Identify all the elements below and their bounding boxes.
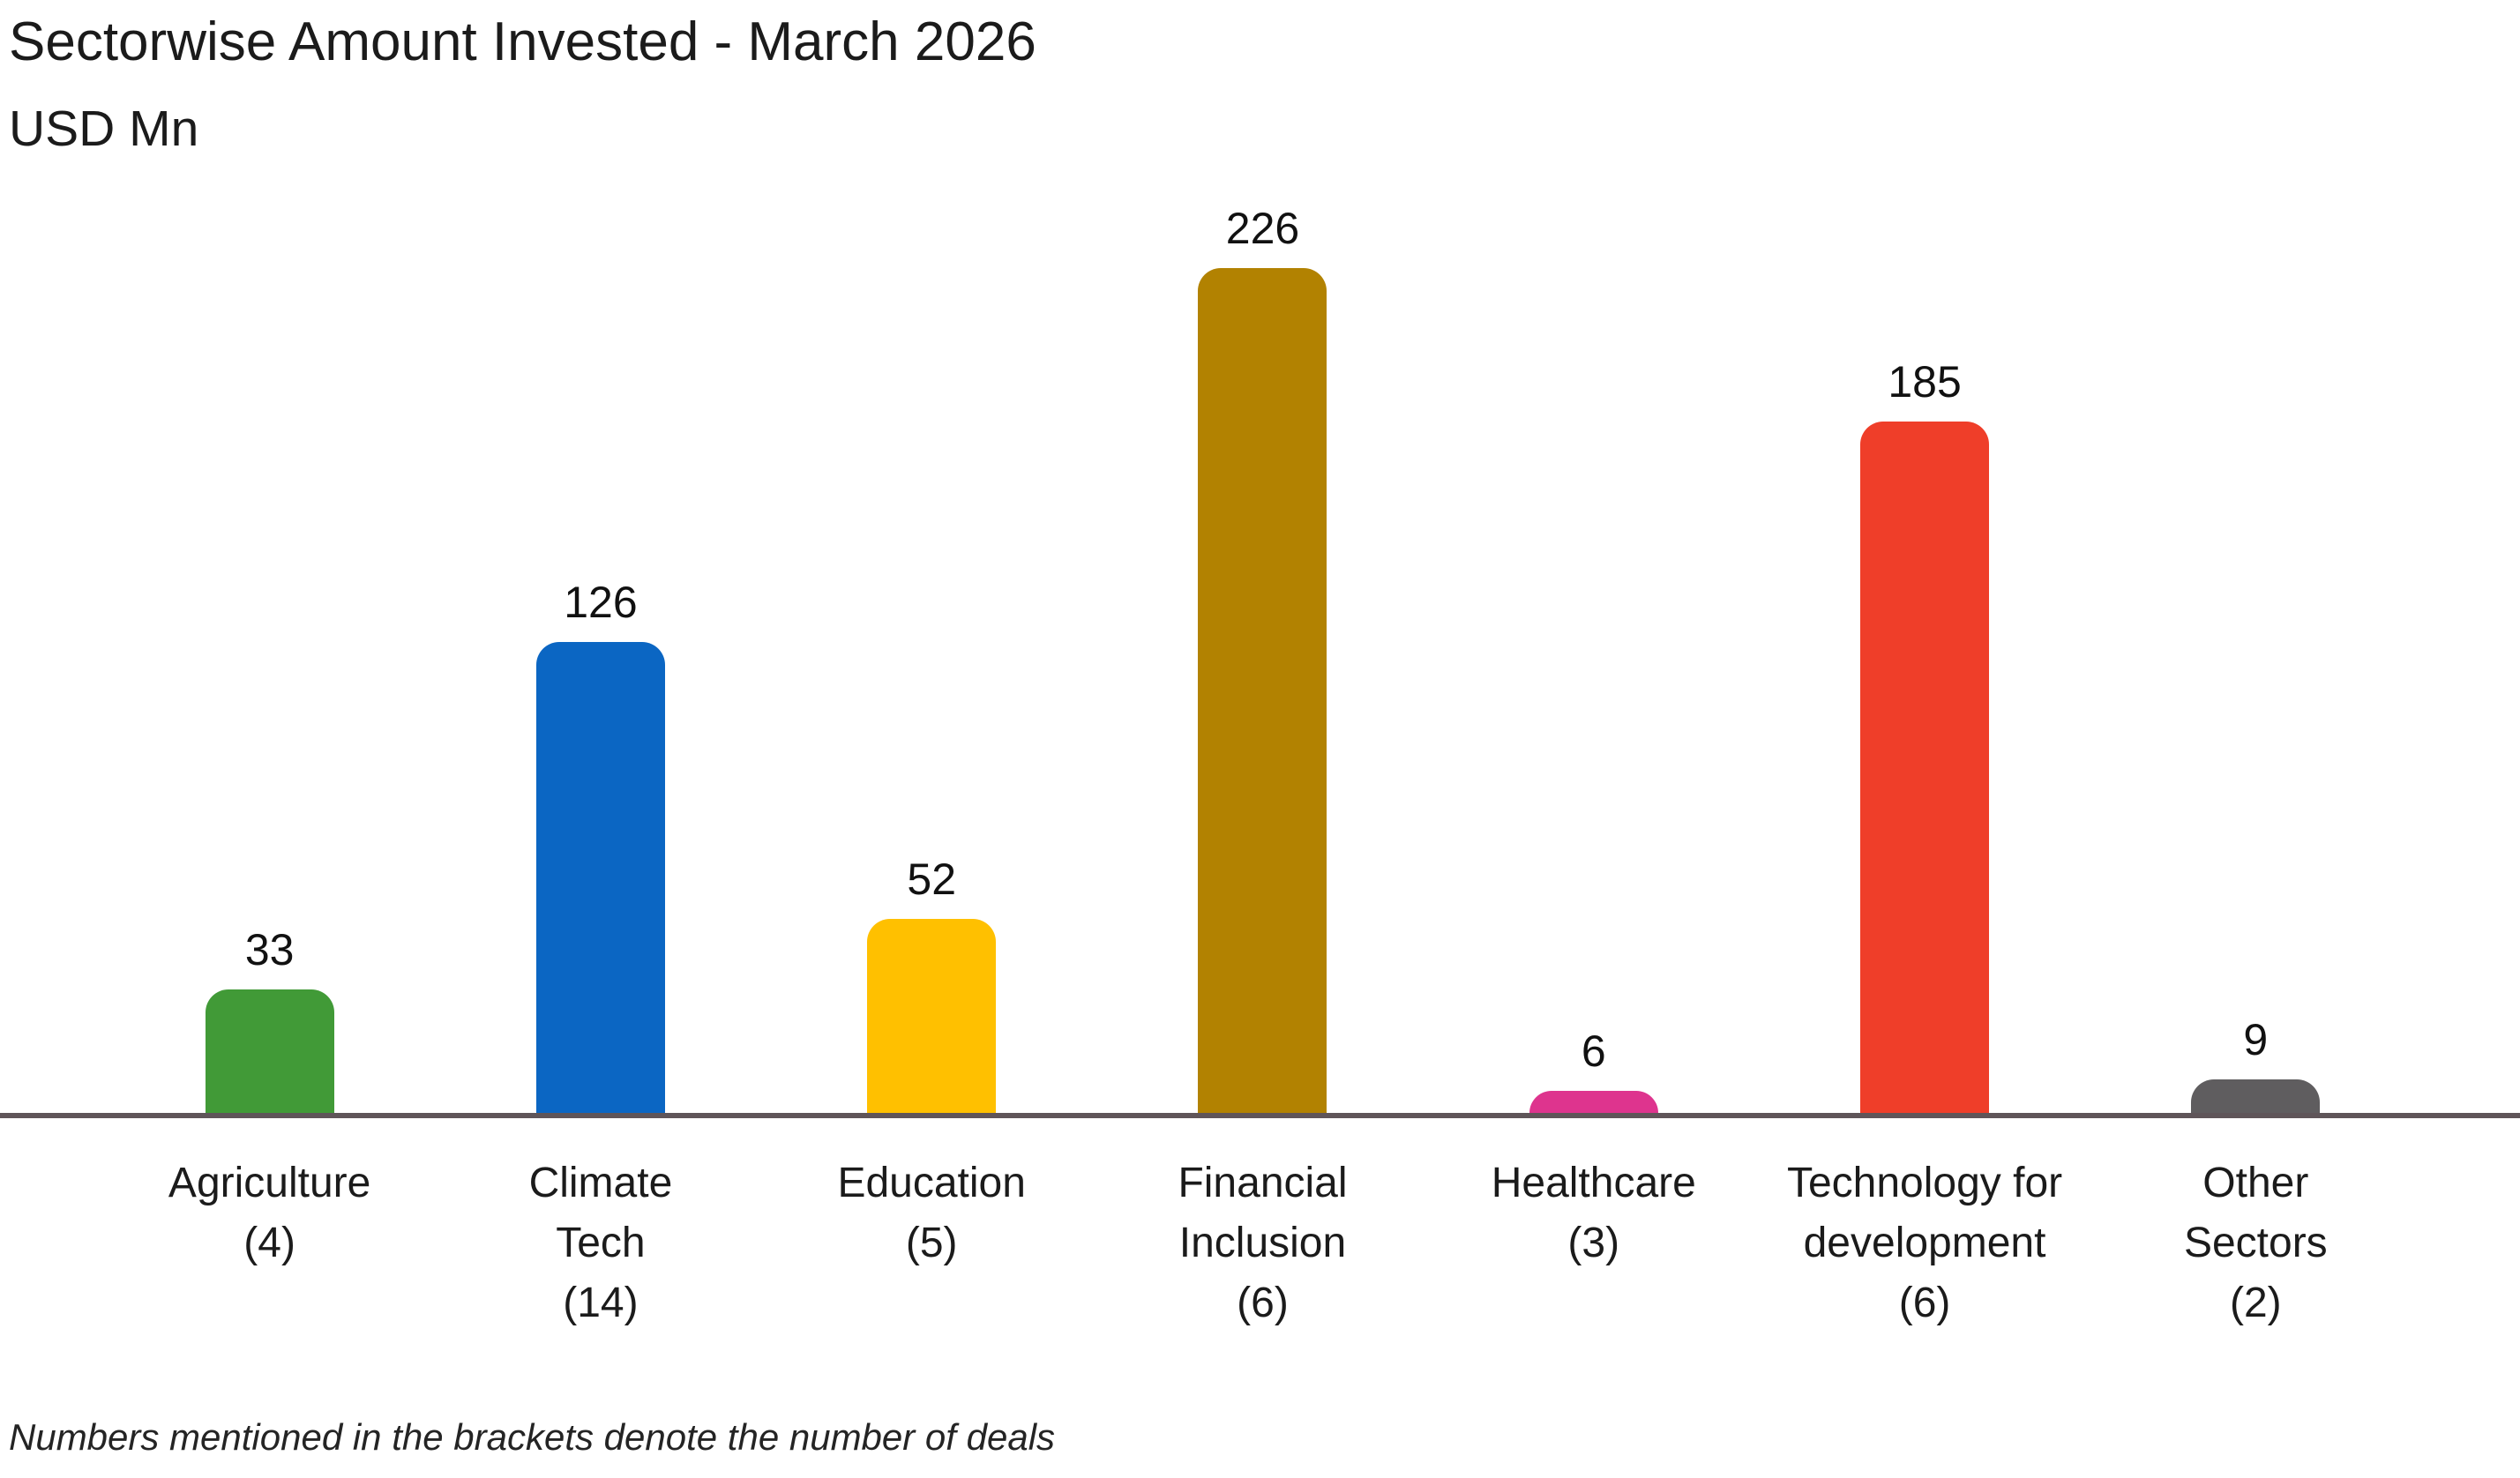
category-label-line: Education (837, 1160, 1026, 1206)
bar-value-label: 185 (1888, 357, 1962, 407)
category-label-technology-for-development: Technology for development (6) (1759, 1153, 2090, 1333)
category-label-other-sectors: Other Sectors (2) (2090, 1153, 2421, 1333)
category-label-healthcare: Healthcare (3) (1428, 1153, 1759, 1333)
category-label-climate-tech: Climate Tech (14) (435, 1153, 766, 1333)
bar-value-label: 126 (564, 578, 638, 627)
bar-healthcare (1529, 1091, 1658, 1113)
category-labels-row: Agriculture (4) Climate Tech (14) Education (5… (0, 1153, 2520, 1333)
category-label-line: Other (2202, 1160, 2309, 1206)
bar-value-label: 52 (907, 855, 957, 904)
bar-column-agriculture: 33 (104, 0, 435, 1113)
bar-agriculture (205, 989, 334, 1113)
bar-climate-tech (535, 642, 665, 1113)
bar-financial-inclusion (1198, 268, 1327, 1113)
category-label-line: (3) (1567, 1220, 1620, 1267)
bar-other-sectors (2191, 1079, 2321, 1113)
chart-footnote: Numbers mentioned in the brackets denote… (9, 1416, 1056, 1458)
category-label-agriculture: Agriculture (4) (104, 1153, 435, 1333)
category-label-line: development (1803, 1220, 2046, 1267)
category-label-education: Education (5) (766, 1153, 1097, 1333)
bar-value-label: 33 (244, 925, 295, 974)
bar-value-label: 226 (1225, 204, 1300, 253)
chart-title: Sectorwise Amount Invested - March 2026 (9, 11, 1036, 72)
bar-column-other-sectors: 9 (2090, 0, 2421, 1113)
bar-technology-for-development (1860, 422, 1990, 1113)
bar-column-technology-for-development: 185 (1759, 0, 2090, 1113)
category-label-line: Financial (1178, 1160, 1348, 1206)
category-label-line: Sectors (2183, 1220, 2328, 1267)
bar-column-healthcare: 6 (1428, 0, 1759, 1113)
category-label-line: Inclusion (1178, 1220, 1347, 1267)
x-axis-line (0, 1113, 2520, 1118)
category-label-line: Tech (556, 1220, 646, 1267)
bar-column-climate-tech: 126 (435, 0, 766, 1113)
category-label-line: (4) (243, 1220, 295, 1267)
category-label-line: Technology for (1786, 1160, 2063, 1206)
bar-value-label: 6 (1581, 1026, 1606, 1076)
category-label-line: Climate (528, 1160, 673, 1206)
bar-column-financial-inclusion: 226 (1097, 0, 1428, 1113)
category-label-line: (5) (905, 1220, 958, 1267)
category-label-line: (6) (1898, 1280, 1951, 1327)
category-label-line: (14) (563, 1280, 639, 1327)
chart-header: Sectorwise Amount Invested - March 2026 … (9, 11, 1036, 158)
category-label-line: Agriculture (168, 1160, 371, 1206)
category-label-line: (6) (1237, 1280, 1289, 1327)
category-label-line: (2) (2229, 1280, 2282, 1327)
bar-plot-area: 33 126 52 226 6 185 9 (104, 0, 2421, 1113)
chart-units-subtitle: USD Mn (9, 101, 199, 158)
category-label-financial-inclusion: Financial Inclusion (6) (1097, 1153, 1428, 1333)
category-label-line: Healthcare (1491, 1160, 1696, 1206)
bar-value-label: 9 (2243, 1015, 2269, 1064)
bar-education (867, 919, 997, 1113)
bar-column-education: 52 (766, 0, 1097, 1113)
